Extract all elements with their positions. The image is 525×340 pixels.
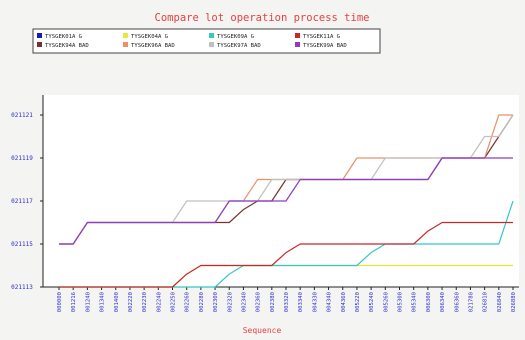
legend-box	[32, 28, 381, 54]
y-tick-label: 021117	[11, 198, 33, 205]
x-tick-label: 001240	[85, 292, 91, 312]
legend-entry: TYSGEK01A G	[45, 34, 83, 40]
x-tick-label: 005340	[412, 292, 418, 312]
y-tick-label: 021119	[11, 155, 33, 162]
x-tick-label: 002230	[142, 292, 148, 312]
legend-entry: TYSGEK11A G	[303, 34, 341, 40]
legend-entry: TYSGEK04A G	[131, 34, 169, 40]
legend-swatch	[295, 33, 300, 38]
x-tick-label: 005220	[355, 292, 361, 312]
legend-swatch	[37, 33, 42, 38]
legend-swatch	[123, 33, 128, 38]
y-tick-label: 021113	[11, 284, 33, 291]
x-tick-label: 001400	[114, 292, 120, 312]
x-tick-label: 002240	[156, 292, 162, 312]
x-tick-label: 001340	[100, 292, 106, 312]
legend-entry: TYSGEK96A BAD	[131, 43, 175, 49]
x-tick-label: 026840	[497, 292, 503, 312]
legend-entry: TYSGEK99A BAD	[303, 43, 347, 49]
x-tick-label: 005300	[398, 292, 404, 312]
legend-swatch	[209, 42, 214, 47]
legend: TYSGEK01A G TYSGEK04A G TYSGEK09A G TYSGEK1…	[32, 28, 381, 54]
x-axis-label: Sequence	[243, 326, 282, 335]
x-tick-label: 002250	[171, 292, 177, 312]
x-tick-label: 002320	[227, 292, 233, 312]
x-tick-label: 003320	[284, 292, 290, 312]
x-tick-label: 002380	[270, 292, 276, 312]
x-tick-label: 002220	[128, 292, 134, 312]
x-tick-label: 000000	[57, 292, 63, 312]
y-tick-labels: 021113 021115 021117 021119 021121	[11, 112, 43, 291]
x-tick-label: 006340	[440, 292, 446, 312]
y-tick-label: 021121	[11, 112, 33, 119]
legend-entry: TYSGEK09A G	[217, 34, 255, 40]
legend-entry: TYSGEK97A BAD	[217, 43, 261, 49]
series-line-tysgek11a-g	[59, 221, 513, 288]
y-tick-label: 021115	[11, 241, 33, 248]
x-tick-label: 026810	[483, 292, 489, 312]
x-tick-label: 002300	[213, 292, 219, 312]
series-lines	[59, 114, 514, 288]
chart-title: Compare lot operation process time	[155, 12, 370, 24]
legend-entry: TYSGEK94A BAD	[45, 43, 89, 49]
x-tick-label: 006300	[426, 292, 432, 312]
x-tick-label: 002340	[241, 292, 247, 312]
legend-swatch	[209, 33, 214, 38]
x-tick-label: 004360	[341, 292, 347, 312]
series-line-tysgek99a-bad	[59, 157, 513, 245]
legend-swatch	[37, 42, 42, 47]
legend-swatch	[123, 42, 128, 47]
x-tick-label: 001216	[71, 292, 77, 312]
x-tick-label: 002360	[256, 292, 262, 312]
x-tick-label: 006360	[454, 292, 460, 312]
x-tick-label: 002260	[185, 292, 191, 312]
x-tick-label: 021780	[468, 292, 474, 312]
x-tick-label: 026880	[511, 292, 517, 312]
x-tick-label: 004340	[327, 292, 333, 312]
plot-area	[43, 95, 519, 287]
x-tick-label: 002280	[199, 292, 205, 312]
x-tick-label: 005260	[383, 292, 389, 312]
x-tick-label: 003340	[298, 292, 304, 312]
x-tick-label: 004330	[312, 292, 318, 312]
x-tick-label: 005240	[369, 292, 375, 312]
legend-swatch	[295, 42, 300, 47]
x-tick-labels: 000000 001216 001240 001340 001400 002220 0022…	[57, 287, 517, 312]
